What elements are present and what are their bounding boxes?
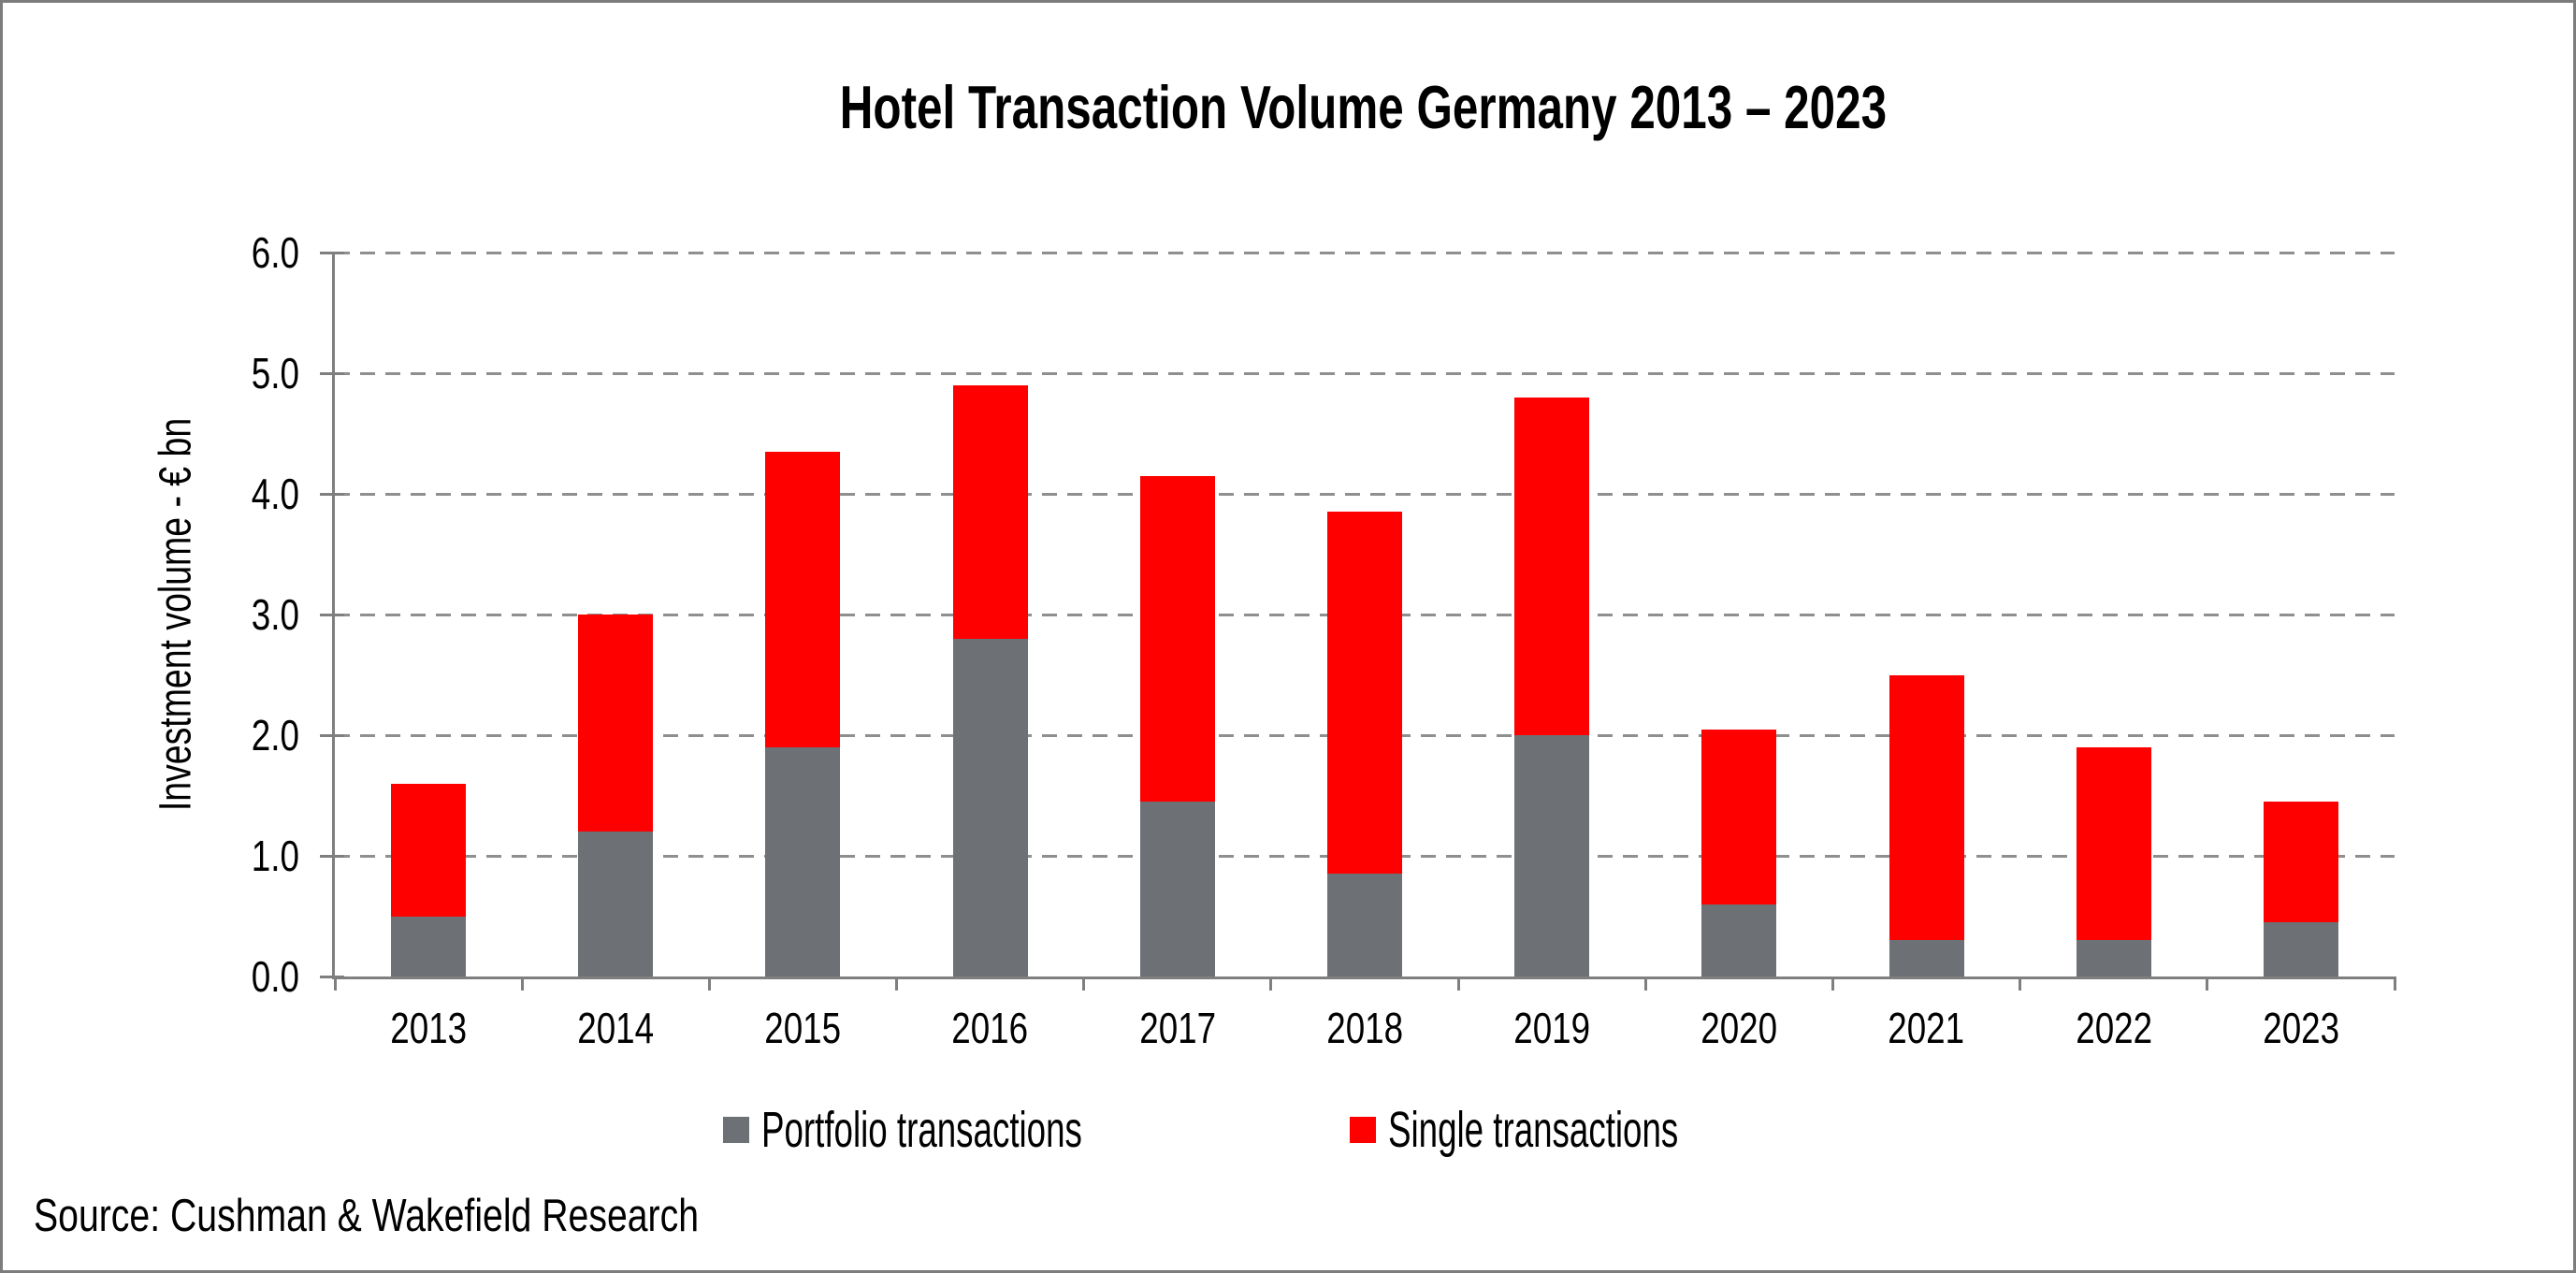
legend-item-portfolio: Portfolio transactions [723, 1103, 1233, 1157]
bar-group-2021 [1889, 674, 1964, 976]
single-segment-2023 [2263, 801, 2338, 922]
portfolio-segment-2020 [1701, 904, 1777, 976]
portfolio-segment-2019 [1514, 735, 1590, 976]
x-tick-label-2018: 2018 [1326, 1004, 1403, 1052]
bar-group-2013 [391, 783, 467, 976]
x-tick-label-2014: 2014 [577, 1004, 655, 1052]
y-tick-mark-4 [320, 493, 344, 496]
gridline-4 [335, 493, 2395, 496]
legend-item-single: Single transactions [1350, 1103, 1815, 1157]
portfolio-segment-2014 [578, 832, 654, 976]
x-tick-label-2021: 2021 [1888, 1004, 1965, 1052]
bar-group-2017 [1139, 475, 1215, 976]
bar-group-2019 [1514, 397, 1590, 976]
x-tick-mark-6 [1456, 976, 1460, 991]
portfolio-legend-label: Portfolio transactions [761, 1102, 1082, 1158]
portfolio-legend-swatch [723, 1117, 749, 1143]
bar-group-2020 [1701, 729, 1777, 976]
portfolio-segment-2023 [2263, 921, 2338, 976]
y-tick-mark-6 [320, 252, 344, 254]
portfolio-segment-2015 [765, 746, 841, 976]
single-segment-2022 [2076, 746, 2151, 941]
y-tick-label-0.0: 0.0 [251, 952, 299, 1001]
y-tick-mark-0 [320, 976, 344, 978]
bar-group-2018 [1327, 512, 1402, 976]
single-segment-2020 [1701, 729, 1777, 904]
bar-group-2023 [2263, 801, 2338, 976]
portfolio-segment-2016 [952, 638, 1028, 976]
x-tick-label-2022: 2022 [2075, 1004, 2152, 1052]
source-note: Source: Cushman & Wakefield Research [34, 1189, 865, 1243]
single-legend-label: Single transactions [1388, 1102, 1679, 1158]
x-tick-mark-1 [520, 976, 524, 991]
single-segment-2016 [952, 384, 1028, 639]
x-tick-mark-0 [333, 976, 337, 991]
x-tick-label-2015: 2015 [764, 1004, 842, 1052]
x-tick-label-2016: 2016 [951, 1004, 1029, 1052]
x-tick-label-2019: 2019 [1513, 1004, 1591, 1052]
single-segment-2015 [765, 451, 841, 747]
x-axis-line [332, 976, 2395, 979]
y-tick-mark-2 [320, 734, 344, 737]
gridline-5 [335, 372, 2395, 375]
x-tick-mark-9 [2019, 976, 2022, 991]
single-segment-2014 [578, 615, 654, 832]
y-tick-label-2.0: 2.0 [251, 711, 299, 759]
bar-group-2022 [2076, 746, 2151, 976]
single-segment-2021 [1889, 674, 1964, 941]
bar-group-2015 [765, 451, 841, 976]
x-tick-label-2023: 2023 [2262, 1004, 2339, 1052]
portfolio-segment-2022 [2076, 940, 2151, 976]
chart-title-text: Hotel Transaction Volume Germany 2013 – … [839, 73, 1888, 141]
y-tick-label-6.0: 6.0 [251, 228, 299, 277]
x-tick-mark-11 [2393, 976, 2396, 991]
y-tick-label-1.0: 1.0 [251, 832, 299, 880]
single-segment-2018 [1327, 512, 1402, 875]
portfolio-segment-2018 [1327, 874, 1402, 976]
y-tick-mark-5 [320, 372, 344, 375]
x-tick-mark-2 [707, 976, 711, 991]
x-tick-mark-4 [1082, 976, 1086, 991]
plot-area: 2013 2014 2015 2016 2017 2018 2019 2020 2021 2022… [320, 252, 2396, 1052]
y-tick-mark-3 [320, 614, 344, 616]
single-segment-2017 [1139, 475, 1215, 802]
gridline-6 [335, 252, 2395, 254]
x-tick-mark-3 [895, 976, 899, 991]
single-legend-swatch [1350, 1117, 1376, 1143]
x-tick-mark-7 [1643, 976, 1647, 991]
y-tick-mark-1 [320, 855, 344, 858]
bar-group-2014 [578, 615, 654, 976]
single-segment-2019 [1514, 397, 1590, 735]
x-tick-mark-8 [1831, 976, 1834, 991]
single-segment-2013 [391, 783, 467, 917]
portfolio-segment-2021 [1889, 940, 1964, 976]
x-tick-label-2017: 2017 [1138, 1004, 1216, 1052]
chart-title: Hotel Transaction Volume Germany 2013 – … [332, 76, 2395, 139]
portfolio-segment-2013 [391, 916, 467, 976]
source-note-text: Source: Cushman & Wakefield Research [34, 1191, 699, 1241]
portfolio-segment-2017 [1139, 801, 1215, 976]
y-tick-label-5.0: 5.0 [251, 349, 299, 398]
x-tick-mark-5 [1269, 976, 1273, 991]
x-tick-label-2020: 2020 [1700, 1004, 1778, 1052]
x-tick-label-2013: 2013 [390, 1004, 468, 1052]
x-tick-mark-10 [2206, 976, 2209, 991]
y-tick-label-4.0: 4.0 [251, 470, 299, 518]
bar-group-2016 [952, 384, 1028, 976]
y-tick-label-3.0: 3.0 [251, 590, 299, 639]
